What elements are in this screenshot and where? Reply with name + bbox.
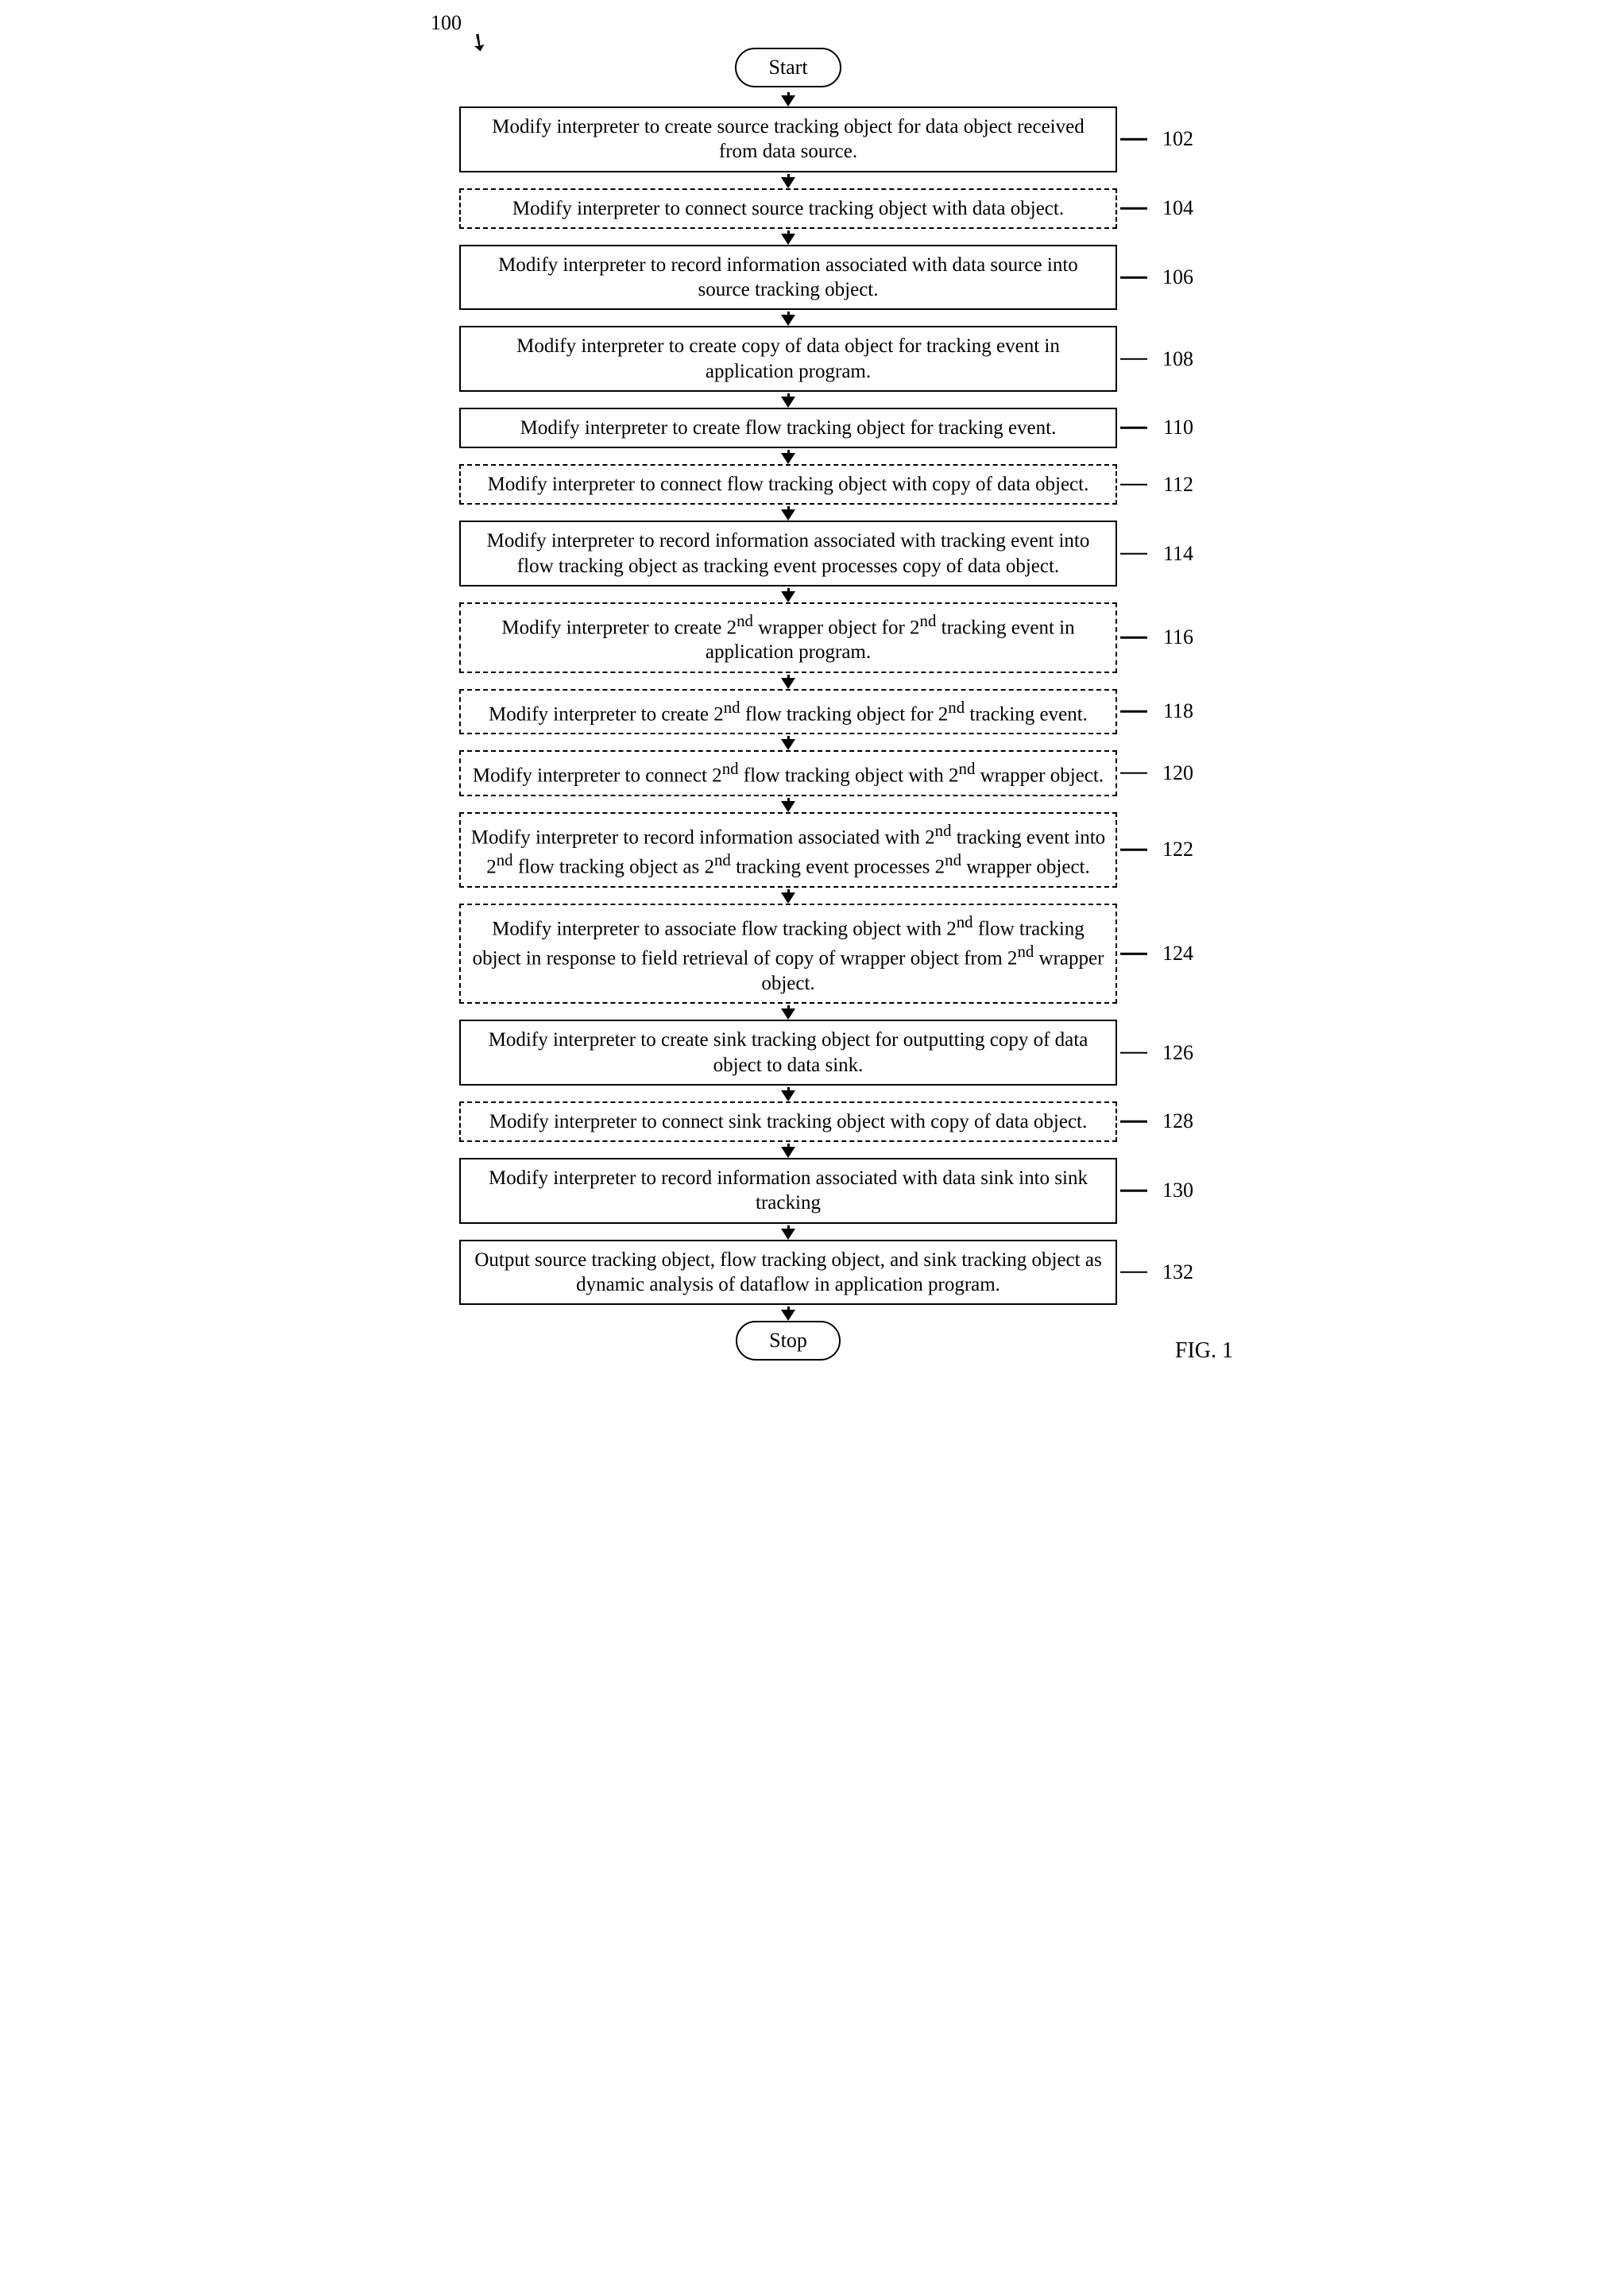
ref-tick [1120,849,1147,851]
step-number: 102 [1162,126,1193,153]
flow-step-114: Modify interpreter to record information… [459,521,1117,586]
flow-step-132: Output source tracking object, flow trac… [459,1240,1117,1306]
ref-tick [1120,1051,1147,1054]
flow-step-128: Modify interpreter to connect sink track… [459,1101,1117,1142]
ref-tick [1120,138,1147,141]
ref-tick [1120,427,1147,429]
arrow-icon [781,95,795,106]
start-terminal: Start [735,48,841,87]
ref-tick [1120,207,1147,210]
arrow-icon [781,315,795,326]
flow-step-110: Modify interpreter to create flow tracki… [459,408,1117,448]
ref-tick [1120,710,1147,713]
ref-tick [1120,1121,1147,1123]
step-number: 128 [1162,1109,1193,1135]
ref-tick [1120,1190,1147,1192]
arrow-icon [781,1090,795,1101]
step-number: 114 [1163,540,1193,567]
arrow-icon [781,177,795,188]
flow-step-130: Modify interpreter to record information… [459,1158,1117,1224]
flow-step-124: Modify interpreter to associate flow tra… [459,904,1117,1004]
arrow-icon [781,1147,795,1158]
arrow-icon [781,1229,795,1240]
flow-step-116: Modify interpreter to create 2nd wrapper… [459,602,1117,673]
flow-step-106: Modify interpreter to record information… [459,245,1117,311]
flowchart-body: Start Modify interpreter to create sourc… [462,48,1114,1361]
ref-tick [1120,483,1147,486]
step-number: 118 [1163,699,1193,725]
flow-step-108: Modify interpreter to create copy of dat… [459,326,1117,392]
ref-tick [1120,772,1147,775]
flow-step-102: Modify interpreter to create source trac… [459,106,1117,172]
flow-step-120: Modify interpreter to connect 2nd flow t… [459,750,1117,796]
step-number: 124 [1162,941,1193,967]
step-number: 106 [1162,265,1193,291]
step-number: 108 [1162,346,1193,372]
flow-step-112: Modify interpreter to connect flow track… [459,464,1117,505]
arrow-icon [781,234,795,245]
ref-tick [1120,637,1147,639]
arrow-icon [781,397,795,408]
arrow-icon [781,1310,795,1321]
arrow-icon [781,1008,795,1020]
flow-step-122: Modify interpreter to record information… [459,812,1117,888]
reference-number: 100 [431,11,462,35]
step-number: 130 [1162,1178,1193,1204]
ref-tick [1120,277,1147,279]
figure-label: FIG. 1 [1175,1338,1233,1364]
arrow-icon [781,678,795,689]
step-number: 104 [1162,195,1193,222]
flowchart-container: 100 ➘ Start Modify interpreter to create… [439,48,1185,1361]
arrow-icon [781,739,795,750]
arrow-icon [781,509,795,521]
step-number: 116 [1163,625,1193,651]
ref-tick [1120,1272,1147,1274]
step-number: 132 [1162,1260,1193,1286]
step-number: 112 [1163,471,1193,497]
stop-terminal: Stop [736,1321,841,1361]
arrow-icon [781,801,795,812]
flow-step-126: Modify interpreter to create sink tracki… [459,1020,1117,1086]
step-number: 126 [1162,1039,1193,1066]
step-number: 120 [1162,761,1193,787]
arrow-icon [781,453,795,464]
arrow-icon [781,892,795,904]
ref-tick [1120,358,1147,360]
arrow-icon [781,591,795,602]
ref-tick [1120,953,1147,955]
flow-step-118: Modify interpreter to create 2nd flow tr… [459,689,1117,735]
step-number: 110 [1163,415,1193,441]
ref-tick [1120,552,1147,555]
flow-step-104: Modify interpreter to connect source tra… [459,188,1117,229]
step-number: 122 [1162,837,1193,863]
